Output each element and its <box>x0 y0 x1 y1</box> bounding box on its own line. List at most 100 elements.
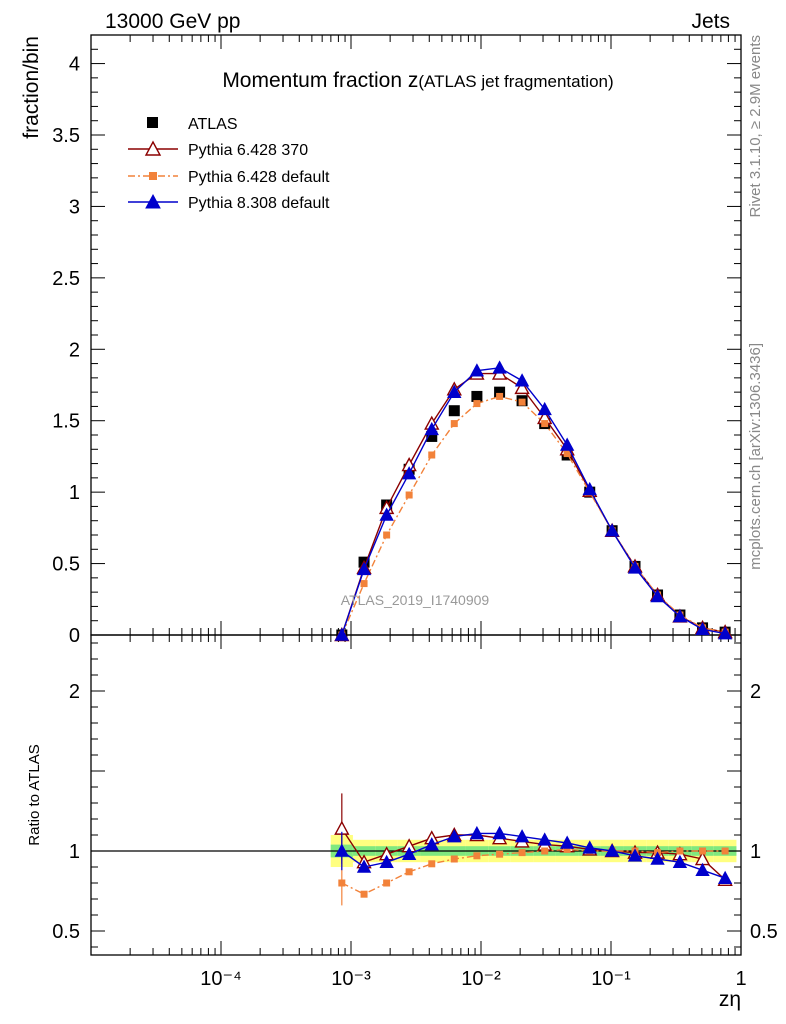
main-y-tick-label: 2.5 <box>52 268 80 290</box>
ratio-point-pythia6-default <box>360 890 368 898</box>
ratio-point-pythia6-default <box>518 849 526 857</box>
main-point-pythia6-default <box>405 491 413 499</box>
ratio-y-tick-label: 0.5 <box>52 921 80 943</box>
ratio-point-pythia8-default <box>717 870 733 884</box>
main-point-atlas <box>471 390 483 402</box>
main-point-pythia6-default <box>518 398 526 406</box>
x-tick-label: 10⁻⁴ <box>200 968 241 990</box>
ratio-point-pythia6-default <box>405 868 413 876</box>
ratio-point-pythia6-default <box>338 879 346 887</box>
x-axis-label: zη <box>719 988 741 1011</box>
main-point-pythia8-default <box>650 588 665 603</box>
mcplots-label: mcplots.cern.ch [arXiv:1306.3436] <box>747 343 764 570</box>
legend-marker-pythia8-default <box>145 193 161 209</box>
main-point-pythia6-default <box>541 420 549 428</box>
header-left: 13000 GeV pp <box>105 10 240 33</box>
ratio-y-axis-label: Ratio to ATLAS <box>26 744 43 845</box>
legend-marker-pythia6-default <box>149 172 157 180</box>
chart-title-main: Momentum fraction z <box>222 69 418 92</box>
axis-ticks: 0 0.5 1 1.5 2 2.5 3 3.5 4 0.5 0.5 1 1 2 2 10⁻⁴ 10⁻³ 10⁻² 1… <box>52 34 778 990</box>
ratio-point-pythia6-default <box>721 847 729 855</box>
legend: ATLAS Pythia 6.428 370 Pythia 6.428 defa… <box>128 116 330 212</box>
main-y-tick-label: 1 <box>69 482 80 504</box>
main-point-pythia6-default <box>496 392 504 400</box>
main-point-pythia6-370 <box>514 379 530 395</box>
x-tick-label: 10⁻¹ <box>591 968 631 990</box>
main-y-tick-label: 2 <box>69 339 80 361</box>
main-y-tick-label: 0 <box>69 625 80 647</box>
ratio-point-pythia6-default <box>676 847 684 855</box>
x-tick-label: 1 <box>735 968 746 990</box>
ratio-point-pythia8-default <box>424 837 439 851</box>
legend-entry-pythia8-default: Pythia 8.308 default <box>128 193 330 212</box>
ratio-y-tick-label-right: 1 <box>750 841 761 863</box>
main-point-pythia8-default <box>672 608 688 623</box>
main-point-pythia8-default <box>469 363 485 377</box>
ratio-point-pythia8-default <box>537 832 552 846</box>
main-point-pythia8-default <box>379 507 394 521</box>
main-point-pythia8-default <box>401 466 417 480</box>
main-point-pythia6-default <box>383 531 391 539</box>
analysis-watermark: ATLAS_2019_I1740909 <box>341 592 490 608</box>
main-point-pythia8-default <box>695 621 710 636</box>
ratio-line-pythia6-default <box>341 848 726 895</box>
ratio-point-pythia8-default <box>559 835 575 849</box>
ratio-y-tick-label-right: 0.5 <box>750 921 778 943</box>
main-point-pythia8-default <box>537 401 552 416</box>
main-y-axis-label: fraction/bin <box>20 36 43 139</box>
ratio-point-pythia8-default <box>582 840 597 854</box>
ratio-point-pythia8-default <box>447 829 462 843</box>
main-point-pythia8-default <box>492 360 507 374</box>
main-series-pythia8-default <box>334 360 733 641</box>
legend-entry-atlas: ATLAS <box>147 116 238 133</box>
main-point-pythia8-default <box>447 384 462 398</box>
x-tick-label: 10⁻² <box>461 968 501 990</box>
chart-title-sub: (ATLAS jet fragmentation) <box>418 72 613 91</box>
legend-entry-pythia6-default: Pythia 6.428 default <box>128 169 330 186</box>
main-point-pythia8-default <box>356 561 372 576</box>
ratio-y-tick-label-right: 2 <box>750 681 761 703</box>
main-point-pythia8-default <box>514 373 530 387</box>
legend-marker-pythia6-370 <box>144 140 162 156</box>
main-point-atlas <box>448 405 460 417</box>
rivet-label: Rivet 3.1.10, ≥ 2.9M events <box>747 35 764 218</box>
ratio-y-tick-label: 1 <box>69 841 80 863</box>
legend-label-pythia6-370: Pythia 6.428 370 <box>188 142 308 159</box>
ratio-point-pythia6-default <box>563 845 571 853</box>
legend-label-pythia6-default: Pythia 6.428 default <box>188 169 330 186</box>
ratio-point-pythia8-default <box>379 854 394 868</box>
ratio-point-pythia8-default <box>627 848 643 862</box>
ratio-point-pythia8-default <box>650 851 665 865</box>
ratio-point-pythia6-default <box>383 879 391 887</box>
legend-marker-atlas <box>147 117 158 128</box>
legend-label-pythia8-default: Pythia 8.308 default <box>188 195 330 212</box>
ratio-point-pythia8-default <box>672 854 688 868</box>
main-point-pythia6-default <box>450 420 458 428</box>
main-y-tick-label: 4 <box>69 54 80 76</box>
main-point-pythia6-default <box>563 450 571 458</box>
ratio-point-pythia8-default <box>514 829 530 843</box>
ratio-point-pythia6-default <box>541 847 549 855</box>
main-point-pythia6-default <box>360 580 368 588</box>
ratio-plot-frame <box>90 634 742 956</box>
main-point-pythia8-default <box>559 437 575 451</box>
data-series <box>91 360 741 906</box>
ratio-series-pythia8-default <box>334 825 733 884</box>
main-point-pythia8-default <box>582 481 597 496</box>
ratio-point-pythia6-default <box>699 847 707 855</box>
main-point-pythia6-default <box>428 451 436 459</box>
ratio-point-pythia8-default <box>334 843 349 857</box>
ratio-point-pythia8-default <box>356 859 372 873</box>
ratio-y-tick-label: 2 <box>69 681 80 703</box>
ratio-point-pythia6-default <box>428 860 436 868</box>
x-tick-label: 10⁻³ <box>331 968 371 990</box>
main-y-tick-label: 3.5 <box>52 125 80 147</box>
ratio-point-pythia8-default <box>604 843 620 857</box>
legend-label-atlas: ATLAS <box>188 116 238 133</box>
main-point-pythia8-default <box>717 626 733 640</box>
ratio-point-pythia8-default <box>401 846 417 860</box>
ratio-point-pythia6-default <box>450 855 458 863</box>
main-point-pythia8-default <box>604 523 620 537</box>
legend-entry-pythia6-370: Pythia 6.428 370 <box>128 140 308 159</box>
